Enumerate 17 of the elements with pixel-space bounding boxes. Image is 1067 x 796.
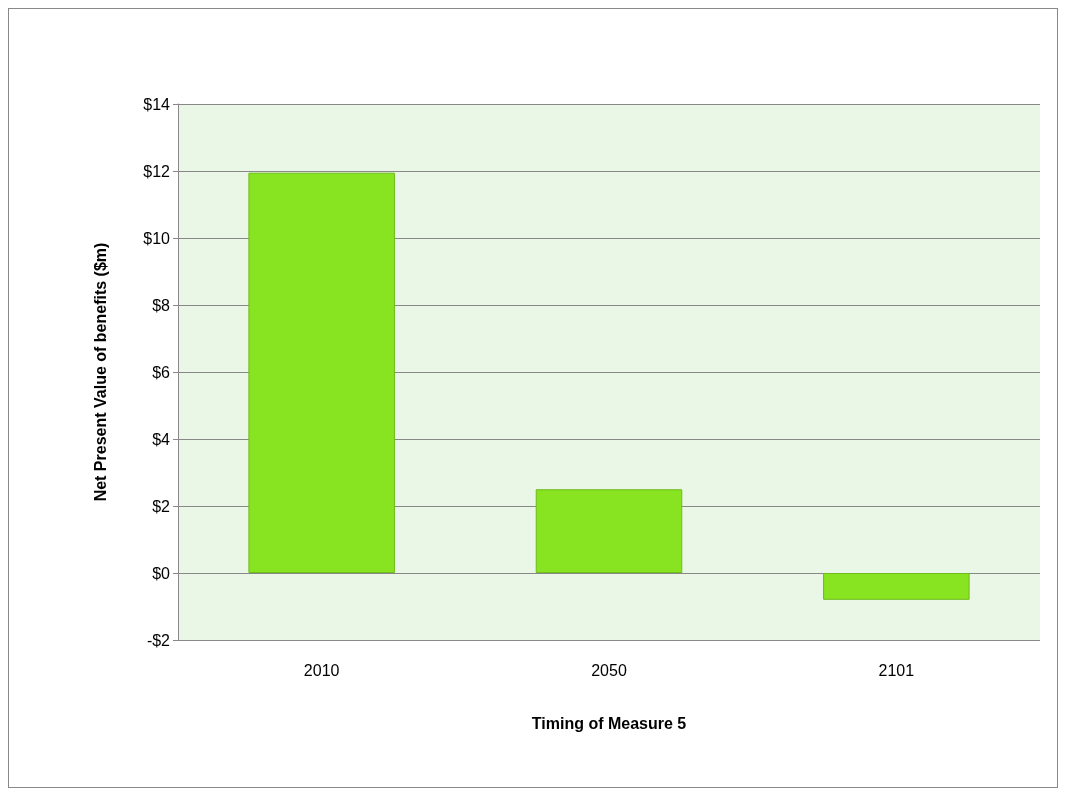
y-tick-label: $14 bbox=[143, 95, 171, 113]
x-tick-label: 2101 bbox=[878, 661, 915, 679]
x-tick-label: 2010 bbox=[303, 661, 340, 679]
y-tick-label: $2 bbox=[152, 497, 171, 515]
bar bbox=[535, 489, 683, 573]
y-axis-title: Net Present Value of benefits ($m) bbox=[91, 242, 109, 502]
bar bbox=[823, 573, 970, 600]
x-tick-label: 2050 bbox=[591, 661, 627, 679]
y-tick-label: $0 bbox=[152, 564, 171, 582]
y-tick-label: -$2 bbox=[146, 631, 171, 649]
y-tick-label: $10 bbox=[143, 229, 171, 247]
y-tick-label: $12 bbox=[143, 162, 171, 180]
bar bbox=[248, 172, 395, 573]
y-tick-label: $4 bbox=[152, 430, 171, 448]
y-tick-label: $6 bbox=[152, 363, 171, 381]
x-axis-title: Timing of Measure 5 bbox=[531, 714, 687, 732]
y-tick-label: $8 bbox=[152, 296, 171, 314]
